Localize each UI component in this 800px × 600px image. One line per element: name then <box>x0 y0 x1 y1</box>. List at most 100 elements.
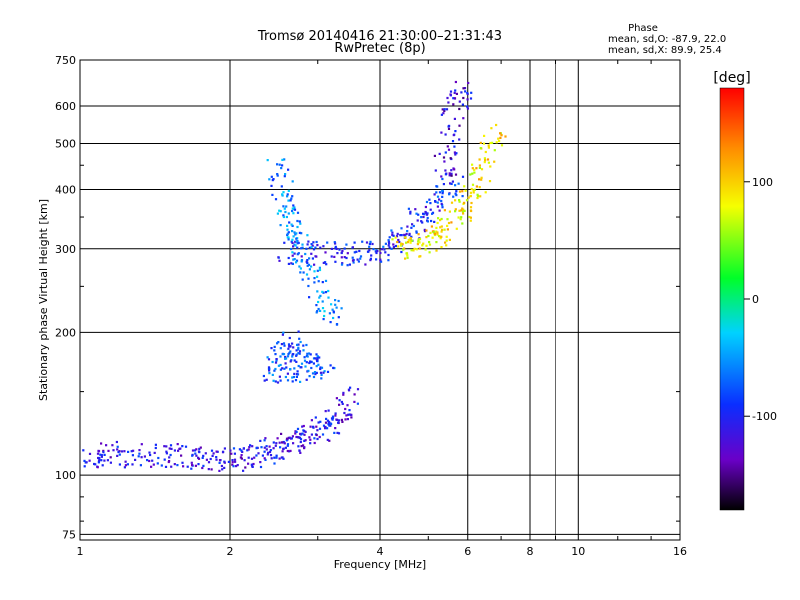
data-point <box>278 457 281 460</box>
data-point <box>441 108 444 111</box>
data-point <box>255 446 258 449</box>
data-point <box>479 147 482 150</box>
data-point <box>321 307 325 310</box>
data-point <box>345 256 348 260</box>
data-point <box>83 465 86 468</box>
data-point <box>315 304 318 307</box>
data-point <box>284 355 287 359</box>
data-point <box>324 251 327 254</box>
data-point <box>268 369 271 372</box>
data-point <box>454 80 457 84</box>
data-point <box>271 179 274 182</box>
data-point <box>277 341 280 344</box>
data-point <box>295 430 298 433</box>
data-point <box>441 177 444 181</box>
data-point <box>310 433 313 436</box>
data-point <box>340 256 343 259</box>
data-point <box>211 454 214 457</box>
data-point <box>324 261 327 264</box>
y-tick-label: 100 <box>55 469 76 482</box>
data-point <box>323 314 326 318</box>
data-point <box>282 214 285 217</box>
data-point <box>289 449 292 452</box>
data-point <box>460 209 463 212</box>
data-point <box>400 242 403 245</box>
data-point <box>313 441 316 445</box>
data-point <box>455 92 458 95</box>
data-point <box>323 310 326 313</box>
data-point <box>466 98 469 101</box>
data-point <box>453 117 456 120</box>
data-point <box>98 458 101 461</box>
data-point <box>423 230 427 233</box>
data-point <box>304 252 307 256</box>
data-point <box>430 225 433 228</box>
data-point <box>298 352 301 355</box>
data-point <box>332 366 335 370</box>
data-point <box>313 437 316 440</box>
data-point <box>490 127 493 130</box>
data-point <box>351 256 354 259</box>
data-point <box>305 343 308 347</box>
data-point <box>403 233 406 236</box>
data-point <box>240 449 243 452</box>
data-point <box>335 306 338 309</box>
data-point <box>218 459 222 462</box>
data-point <box>319 420 322 423</box>
data-point <box>461 207 464 210</box>
data-point <box>287 189 290 192</box>
data-point <box>306 261 309 264</box>
data-point <box>412 249 415 252</box>
data-point <box>463 87 467 90</box>
data-point <box>359 257 362 260</box>
data-point <box>454 130 457 133</box>
data-point <box>411 239 414 242</box>
data-point <box>473 171 476 174</box>
data-point <box>425 213 429 216</box>
data-point <box>289 368 292 371</box>
data-point <box>458 190 462 193</box>
data-point <box>322 245 325 248</box>
data-point <box>315 240 318 244</box>
data-point <box>244 466 247 469</box>
data-point <box>454 173 458 176</box>
data-point <box>290 247 293 251</box>
data-point <box>340 418 343 421</box>
data-point <box>251 465 254 468</box>
x-tick-label: 1 <box>77 545 84 558</box>
data-point <box>291 195 294 198</box>
data-point <box>197 463 200 466</box>
data-point <box>448 124 451 127</box>
data-point <box>181 461 184 464</box>
data-point <box>317 363 320 366</box>
data-point <box>296 211 300 214</box>
data-point <box>103 453 106 456</box>
y-tick-label: 300 <box>55 243 76 256</box>
data-point <box>173 449 176 452</box>
data-point <box>120 450 124 453</box>
data-point <box>190 461 193 464</box>
data-point <box>356 388 360 391</box>
data-point <box>440 217 443 221</box>
data-point <box>193 449 197 452</box>
data-point <box>280 343 283 346</box>
data-point <box>452 97 455 100</box>
data-point <box>242 447 245 450</box>
data-point <box>236 464 239 467</box>
data-point <box>179 447 182 450</box>
data-point <box>287 231 290 234</box>
data-point <box>452 134 455 137</box>
data-point <box>462 96 465 100</box>
data-point <box>279 224 282 227</box>
data-point <box>307 263 311 266</box>
data-point <box>446 218 449 221</box>
data-point <box>286 449 289 453</box>
data-point <box>312 375 316 379</box>
data-point <box>291 342 294 345</box>
data-point <box>471 172 474 175</box>
data-point <box>170 465 173 468</box>
data-point <box>190 467 193 470</box>
data-point <box>444 169 447 172</box>
data-point <box>220 464 223 468</box>
data-point <box>478 166 481 169</box>
